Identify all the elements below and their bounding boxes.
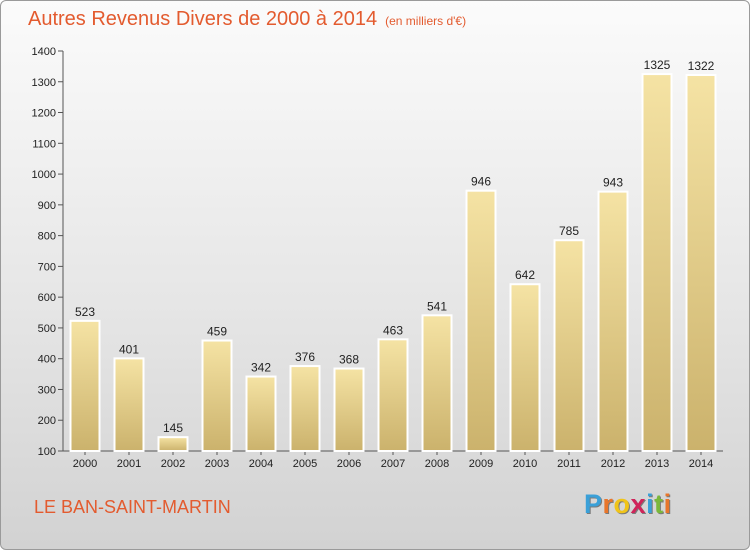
bar-value-label: 376: [295, 350, 315, 364]
x-tick-label: 2002: [161, 458, 185, 470]
bar-value-label: 541: [427, 299, 447, 313]
bar: [685, 74, 717, 452]
logo-letter: t: [654, 489, 664, 519]
bar-value-label: 785: [559, 224, 579, 238]
x-tick-label: 2011: [557, 458, 581, 470]
bar: [333, 367, 365, 452]
x-tick-label: 2003: [205, 458, 229, 470]
y-tick-label: 200: [38, 415, 56, 427]
x-tick-label: 2013: [645, 458, 669, 470]
bar: [641, 73, 673, 452]
bar: [69, 319, 101, 452]
logo-letter: x: [630, 489, 647, 519]
proxiti-logo: Proxiti: [584, 489, 672, 520]
y-tick-label: 1100: [32, 138, 56, 150]
x-tick-label: 2008: [425, 458, 449, 470]
bar: [377, 338, 409, 452]
bar-value-label: 401: [119, 342, 139, 356]
x-tick-label: 2009: [469, 458, 493, 470]
logo-letter: i: [646, 489, 655, 519]
chart-bars: [69, 73, 717, 453]
bar-value-label: 1322: [688, 59, 715, 73]
bar-value-label: 642: [515, 268, 535, 282]
y-tick-label: 400: [38, 354, 56, 366]
x-tick-label: 2006: [337, 458, 361, 470]
y-tick-label: 1000: [32, 169, 56, 181]
bar: [509, 283, 541, 452]
x-tick-label: 2000: [73, 458, 97, 470]
logo-letter: P: [584, 489, 603, 519]
bar-value-label: 342: [251, 361, 271, 375]
bar: [201, 339, 233, 452]
bar-value-label: 145: [163, 421, 183, 435]
y-tick-label: 1200: [32, 108, 56, 120]
bar-value-label: 459: [207, 325, 227, 339]
bar: [157, 436, 189, 452]
bar-value-label: 1325: [644, 58, 671, 72]
x-tick-label: 2005: [293, 458, 317, 470]
x-tick-label: 2010: [513, 458, 537, 470]
y-tick-label: 800: [38, 231, 56, 243]
chart-title-text: Autres Revenus Divers de 2000 à 2014: [28, 8, 378, 30]
logo-letter: o: [613, 489, 631, 519]
y-tick-label: 700: [38, 261, 56, 273]
bar: [421, 314, 453, 452]
chart-subtitle: (en milliers d'€): [385, 14, 467, 28]
bar-value-label: 368: [339, 353, 359, 367]
bar: [553, 239, 585, 452]
y-tick-label: 100: [38, 446, 56, 458]
bar: [465, 189, 497, 452]
bar-value-label: 523: [75, 305, 95, 319]
x-tick-label: 2001: [117, 458, 141, 470]
y-tick-label: 600: [38, 292, 56, 304]
y-tick-label: 1300: [32, 77, 56, 89]
bar-value-label: 946: [471, 175, 491, 189]
bar: [597, 190, 629, 452]
commune-name: LE BAN-SAINT-MARTIN: [34, 497, 231, 517]
y-tick-label: 500: [38, 323, 56, 335]
y-tick-label: 900: [38, 200, 56, 212]
x-tick-label: 2007: [381, 458, 405, 470]
bar: [245, 375, 277, 452]
bar-value-label: 943: [603, 176, 623, 190]
x-tick-label: 2012: [601, 458, 625, 470]
y-tick-label: 1400: [32, 46, 56, 58]
x-tick-label: 2014: [689, 458, 713, 470]
logo-letter: r: [602, 489, 614, 519]
bar: [113, 357, 145, 452]
x-tick-label: 2004: [249, 458, 273, 470]
y-tick-label: 300: [38, 384, 56, 396]
bar-value-label: 463: [383, 323, 403, 337]
logo-letter: i: [663, 489, 672, 519]
chart-title: Autres Revenus Divers de 2000 à 2014 (en …: [28, 8, 466, 31]
bar: [289, 365, 321, 453]
chart-labels: 100 200 300 400 500 600 700 800 900 1000 1100 1200 1…: [32, 46, 715, 470]
